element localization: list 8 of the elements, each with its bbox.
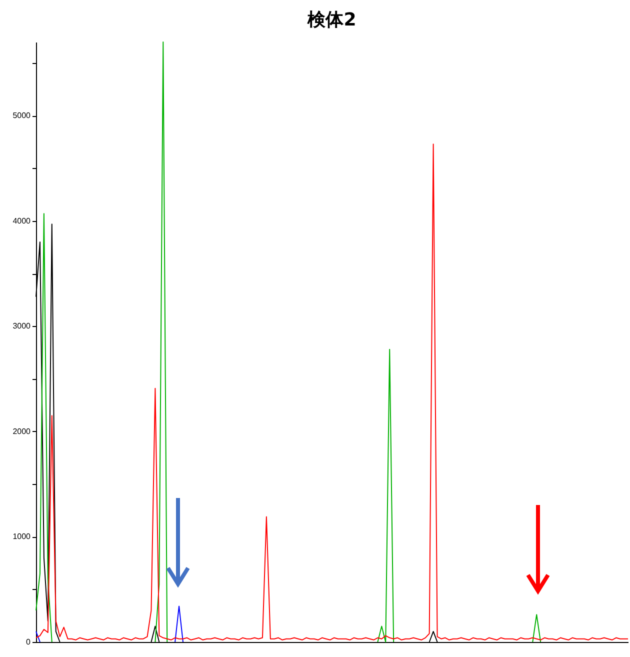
y-tick-label: 3000	[12, 322, 32, 331]
y-tick-label: 0	[26, 638, 32, 646]
y-tick-label: 4000	[12, 216, 32, 226]
line-series	[36, 144, 628, 640]
y-tick-label: 2000	[12, 426, 32, 436]
chart-title: 検体2	[306, 10, 356, 30]
y-tick-label: 5000	[12, 111, 32, 120]
y-tick-label: 1000	[12, 532, 32, 542]
